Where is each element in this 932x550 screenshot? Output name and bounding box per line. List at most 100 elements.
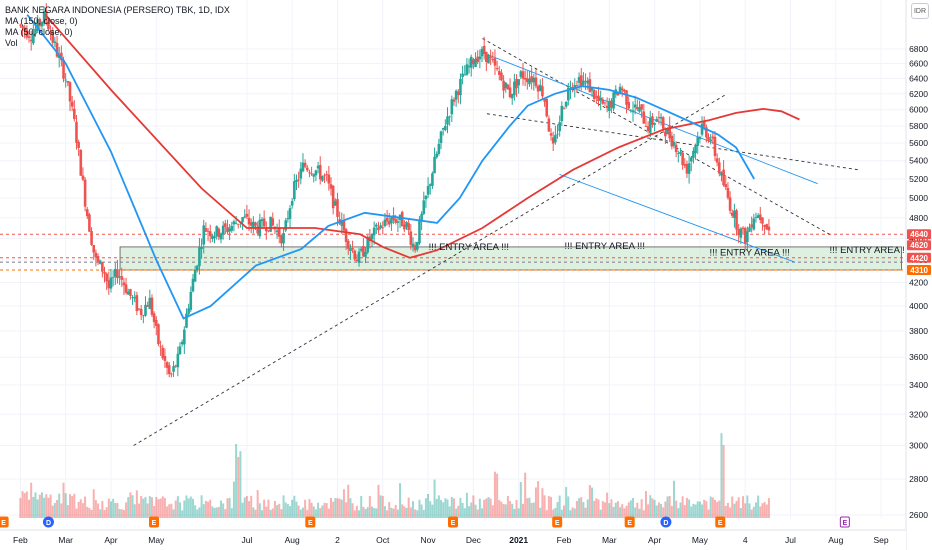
volume-bar bbox=[610, 499, 613, 518]
candle-body bbox=[717, 162, 721, 174]
volume-bar bbox=[118, 508, 121, 518]
candle-body bbox=[213, 236, 216, 239]
volume-bar bbox=[224, 509, 227, 518]
candle-body bbox=[139, 308, 143, 316]
candle-body bbox=[19, 24, 22, 26]
volume-bar bbox=[49, 494, 52, 518]
candle-body bbox=[180, 341, 184, 345]
volume-bar bbox=[651, 498, 654, 518]
candle-body bbox=[495, 67, 499, 70]
y-tick-label: 2600 bbox=[909, 510, 928, 520]
candle-body bbox=[629, 110, 633, 112]
volume-bar bbox=[176, 496, 179, 518]
candle-body bbox=[478, 56, 482, 60]
candle-body bbox=[638, 106, 641, 112]
candle-body bbox=[620, 88, 624, 91]
volume-bar bbox=[36, 499, 39, 518]
volume-bar bbox=[252, 507, 255, 518]
volume-bar bbox=[716, 501, 719, 518]
candle-body bbox=[329, 184, 333, 189]
candle-body bbox=[415, 242, 419, 250]
volume-bar bbox=[504, 504, 507, 518]
candle-body bbox=[221, 225, 225, 235]
volume-bar bbox=[424, 498, 427, 518]
volume-bar bbox=[742, 496, 745, 518]
candle-body bbox=[27, 36, 31, 38]
earnings-marker bbox=[839, 516, 850, 528]
volume-bar bbox=[474, 504, 477, 518]
volume-bar bbox=[286, 504, 289, 518]
volume-bar bbox=[405, 507, 408, 518]
candle-body bbox=[379, 225, 382, 229]
candle-body bbox=[92, 245, 96, 253]
volume-bar bbox=[327, 508, 330, 518]
volume-bar bbox=[284, 502, 287, 518]
candle-body bbox=[271, 218, 275, 226]
candle-body bbox=[750, 224, 753, 228]
ma150-legend[interactable]: MA (150, close, 0) bbox=[5, 16, 78, 26]
candle-body bbox=[150, 297, 154, 315]
candle-body bbox=[681, 152, 684, 165]
candle-body bbox=[293, 181, 296, 200]
candle-body bbox=[761, 217, 764, 224]
volume-bar bbox=[677, 508, 680, 518]
candle-body bbox=[165, 362, 169, 368]
candle-body bbox=[543, 99, 546, 102]
volume-bar bbox=[463, 508, 466, 518]
volume-bar bbox=[226, 498, 229, 518]
candle-body bbox=[431, 173, 434, 186]
volume-bar bbox=[511, 503, 514, 518]
volume-bar bbox=[545, 510, 548, 518]
candle-body bbox=[666, 128, 669, 135]
candle-body bbox=[23, 27, 26, 31]
candle-body bbox=[116, 269, 119, 279]
candle-body bbox=[77, 141, 80, 149]
candle-body bbox=[556, 133, 559, 135]
volume-legend[interactable]: Vol bbox=[5, 38, 18, 48]
candle-body bbox=[523, 77, 527, 80]
currency-badge[interactable]: IDR bbox=[911, 3, 929, 19]
volume-bar bbox=[183, 500, 186, 518]
candle-body bbox=[135, 295, 139, 312]
volume-bar bbox=[407, 497, 410, 518]
volume-bar bbox=[349, 498, 352, 518]
volume-bars bbox=[19, 433, 770, 518]
volume-bar bbox=[597, 499, 600, 518]
volume-bar bbox=[370, 506, 373, 518]
candle-body bbox=[513, 81, 516, 96]
volume-bar bbox=[562, 505, 565, 518]
candle-body bbox=[70, 101, 74, 107]
volume-bar bbox=[703, 499, 706, 518]
candle-body bbox=[476, 56, 479, 63]
volume-bar bbox=[135, 490, 138, 518]
y-tick-label: 5000 bbox=[909, 193, 928, 203]
volume-bar bbox=[258, 503, 261, 518]
volume-bar bbox=[448, 506, 451, 518]
volume-bar bbox=[761, 503, 764, 518]
volume-bar bbox=[750, 509, 753, 518]
earnings-marker bbox=[715, 516, 726, 528]
candle-body bbox=[405, 221, 408, 227]
candle-body bbox=[355, 259, 359, 262]
dashed-trendline bbox=[133, 93, 728, 446]
ma50-legend[interactable]: MA (50, close, 0) bbox=[5, 27, 73, 37]
volume-bar bbox=[420, 504, 423, 518]
volume-bar bbox=[77, 501, 80, 518]
candle-body bbox=[232, 221, 236, 225]
volume-bar bbox=[759, 506, 762, 518]
candle-body bbox=[211, 235, 214, 239]
volume-bar bbox=[103, 509, 106, 518]
volume-bar bbox=[390, 507, 393, 518]
volume-bar bbox=[427, 493, 430, 518]
entry-area-label: !!! ENTRY AREA !!! bbox=[429, 242, 509, 253]
candle-body bbox=[247, 217, 251, 225]
volume-bar bbox=[459, 497, 462, 518]
volume-bar bbox=[194, 505, 197, 518]
candle-body bbox=[124, 284, 128, 293]
price-label-bg bbox=[907, 264, 931, 275]
volume-bar bbox=[239, 451, 242, 518]
symbol-title[interactable]: BANK NEGARA INDONESIA (PERSERO) TBK, 1D,… bbox=[5, 5, 230, 15]
candle-body bbox=[161, 347, 165, 359]
